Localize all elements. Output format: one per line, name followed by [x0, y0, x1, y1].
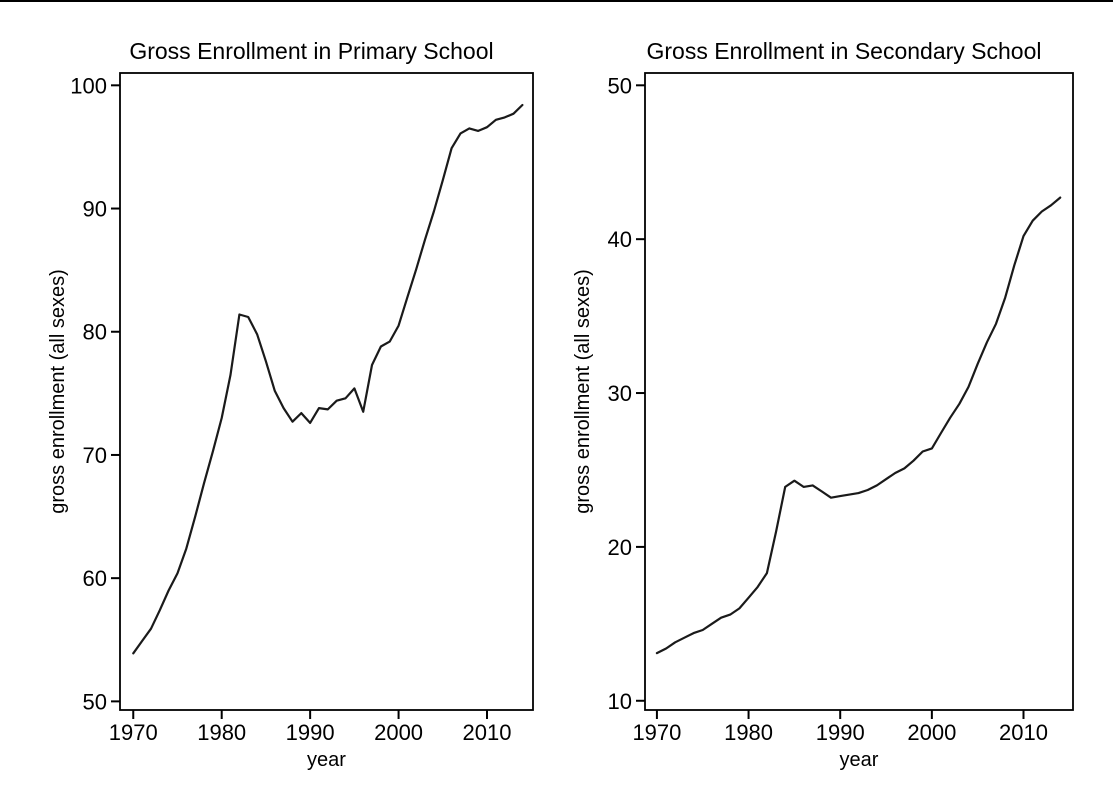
y-tick-label: 50	[608, 73, 632, 98]
series-line-secondary	[655, 196, 1062, 655]
plot-border	[119, 72, 534, 711]
x-tick-label: 1970	[632, 720, 681, 745]
x-tick-label: 2000	[374, 720, 423, 745]
y-tick-label: 90	[83, 197, 107, 222]
series-line-primary	[132, 103, 524, 655]
chart-title: Gross Enrollment in Secondary School	[646, 38, 1041, 64]
x-tick-label: 2000	[907, 720, 956, 745]
y-axis-title: gross enrollment (all sexes)	[47, 269, 69, 514]
y-tick-label: 70	[83, 443, 107, 468]
chart-secondary: 10 20 30 40 50 1970 1980 1990 2000 2010 Gross Enro…	[572, 38, 1074, 771]
x-axis-title: year	[307, 749, 346, 771]
y-tick-label: 80	[83, 320, 107, 345]
plot-border	[644, 72, 1074, 711]
chart-title: Gross Enrollment in Primary School	[129, 38, 493, 64]
y-tick-label: 40	[608, 227, 632, 252]
x-tick-label: 1980	[724, 720, 773, 745]
x-tick-label: 1990	[286, 720, 335, 745]
y-tick-label: 60	[83, 566, 107, 591]
y-tick-label: 100	[70, 73, 107, 98]
x-tick-label: 1990	[816, 720, 865, 745]
x-axis-title: year	[840, 749, 879, 771]
y-tick-label: 30	[608, 381, 632, 406]
y-axis-title: gross enrollment (all sexes)	[572, 269, 594, 514]
x-tick-label: 1980	[197, 720, 246, 745]
y-tick-label: 50	[83, 689, 107, 714]
x-tick-label: 1970	[109, 720, 158, 745]
y-tick-label: 20	[608, 535, 632, 560]
chart-primary: 50 60 70 80 90 100 1970 1980 1990 2000 2010 Gross E…	[47, 38, 534, 771]
x-tick-label: 2010	[463, 720, 512, 745]
y-tick-label: 10	[608, 689, 632, 714]
x-tick-label: 2010	[999, 720, 1048, 745]
